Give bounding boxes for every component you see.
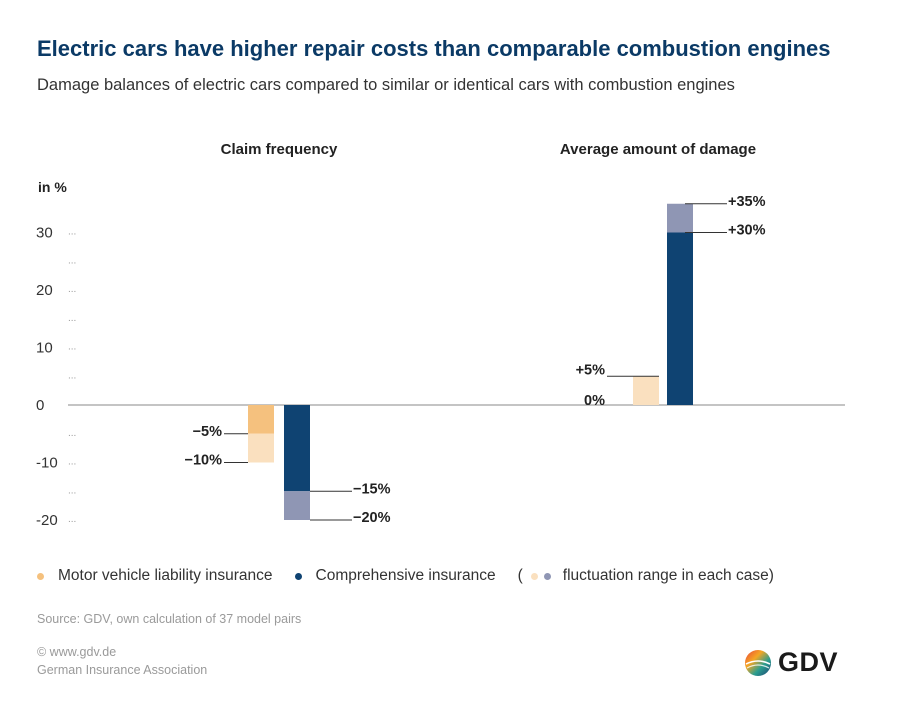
y-tick-label-3: 0	[36, 397, 44, 414]
bar-1-1	[667, 232, 693, 405]
y-minor-dots-1: ...	[68, 313, 76, 324]
footer-credits: © www.gdv.de German Insurance Associatio…	[37, 643, 207, 679]
y-tick-label-5: -20	[36, 512, 58, 529]
category-label-0: Claim frequency	[221, 141, 338, 158]
y-tick-dots-4: ...	[68, 457, 76, 468]
legend-label-comprehensive: Comprehensive insurance	[315, 567, 496, 584]
bar-range-0-1	[633, 376, 659, 405]
bar-range-0-0	[248, 433, 274, 463]
chart-area: Claim frequency Average amount of damage i…	[36, 141, 845, 529]
legend-item-range: ( fluctuation range in each case)	[518, 567, 774, 585]
legend: Motor vehicle liability insurance Compre…	[37, 567, 796, 585]
y-axis-label: in %	[38, 179, 67, 195]
data-label-0-0-a: −5%	[193, 424, 223, 440]
y-tick-label-1: 20	[36, 282, 53, 299]
legend-dot-comprehensive	[294, 572, 302, 580]
gdv-logo-text: GDV	[778, 647, 839, 677]
y-tick-label-4: -10	[36, 455, 58, 472]
bar-range-1-0	[284, 491, 310, 520]
chart-title: Electric cars have higher repair costs t…	[37, 36, 831, 61]
y-minor-dots-3: ...	[68, 428, 76, 439]
legend-dot-range-liability	[530, 572, 538, 580]
legend-label-liability: Motor vehicle liability insurance	[58, 567, 273, 584]
legend-dot-range-comprehensive	[543, 572, 551, 580]
data-label-0-0-b: −10%	[185, 453, 223, 469]
data-label-1-1-b: +35%	[728, 194, 766, 210]
y-tick-dots-5: ...	[68, 514, 76, 525]
legend-label-range: fluctuation range in each case)	[562, 567, 774, 584]
data-label-0-1-a: 0%	[584, 393, 605, 409]
legend-item-liability: Motor vehicle liability insurance	[37, 567, 273, 585]
bar-0-0	[248, 405, 274, 434]
y-tick-label-2: 10	[36, 340, 53, 357]
legend-dot-liability	[37, 572, 44, 580]
data-label-1-0-a: −15%	[353, 481, 391, 497]
gdv-logo-mark-icon	[745, 649, 771, 676]
gdv-logo: GDV	[744, 647, 838, 678]
source-note: Source: GDV, own calculation of 37 model…	[37, 612, 302, 626]
bar-1-0	[284, 405, 310, 492]
y-tick-label-0: 30	[36, 225, 53, 242]
copyright-url: © www.gdv.de	[37, 645, 117, 659]
y-minor-dots-4: ...	[68, 485, 76, 496]
data-label-0-1-b: +5%	[576, 362, 606, 378]
data-label-1-0-b: −20%	[353, 510, 391, 526]
y-tick-dots-2: ...	[68, 342, 76, 353]
legend-item-comprehensive: Comprehensive insurance	[294, 567, 496, 585]
y-tick-dots-0: ...	[68, 227, 76, 238]
data-label-1-1-a: +30%	[728, 223, 766, 239]
y-minor-dots-0: ...	[68, 255, 76, 266]
legend-range-paren: (	[517, 567, 523, 584]
category-label-1: Average amount of damage	[560, 141, 756, 158]
y-minor-dots-2: ...	[68, 370, 76, 381]
bar-range-1-1	[667, 203, 693, 233]
chart-subtitle: Damage balances of electric cars compare…	[37, 76, 735, 94]
y-tick-dots-1: ...	[68, 284, 76, 295]
organization-name: German Insurance Association	[37, 663, 208, 677]
